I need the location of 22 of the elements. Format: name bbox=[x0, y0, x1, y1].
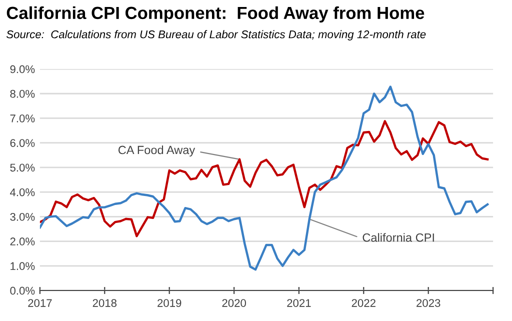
x-tick-label: 2018 bbox=[92, 299, 117, 307]
y-tick-label: 7.0% bbox=[10, 114, 35, 122]
x-tick-label: 2023 bbox=[416, 299, 440, 307]
y-tick-label: 0.0% bbox=[10, 286, 35, 295]
x-tick-label: 2021 bbox=[287, 299, 311, 307]
chart-subtitle: Source: Calculations from US Bureau of Labor Statistics Data; moving 12-month rate bbox=[6, 30, 426, 40]
x-tick-label: 2017 bbox=[28, 299, 52, 307]
line-series bbox=[40, 86, 489, 271]
annotation: California CPI bbox=[362, 233, 434, 242]
y-tick-label: 1.0% bbox=[10, 262, 35, 270]
chart-title: California CPI Component: Food Away from Home bbox=[6, 6, 424, 23]
y-tick-label: 3.0% bbox=[10, 212, 35, 221]
x-tick-label: 2020 bbox=[222, 299, 246, 307]
y-tick-label: 4.0% bbox=[10, 188, 35, 196]
y-tick-label: 9.0% bbox=[10, 65, 35, 74]
y-tick-label: 6.0% bbox=[10, 139, 35, 147]
annotation: CA Food Away bbox=[118, 146, 196, 157]
x-tick-label: 2019 bbox=[158, 299, 182, 307]
y-tick-label: 2.0% bbox=[10, 238, 35, 246]
y-tick-label: 8.0% bbox=[10, 90, 35, 98]
x-tick-label: 2022 bbox=[352, 299, 376, 307]
y-tick-label: 5.0% bbox=[10, 164, 35, 172]
